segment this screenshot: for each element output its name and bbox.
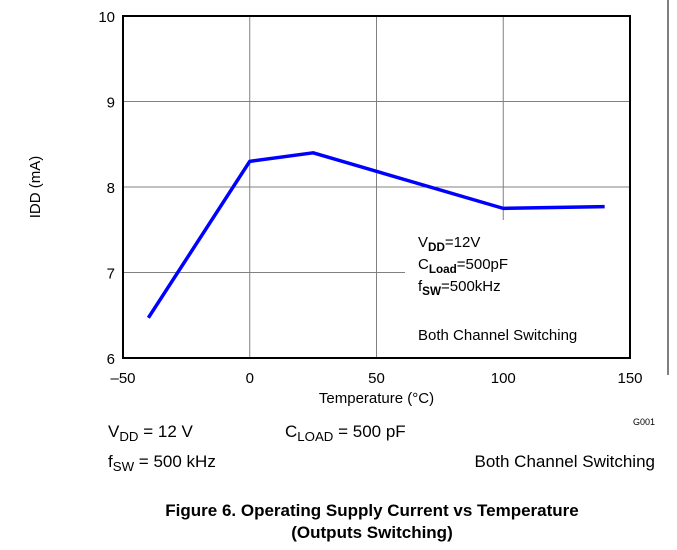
plot-note: CLoad=500pF <box>418 256 508 276</box>
figure-code: G001 <box>633 417 655 427</box>
text-subscript: DD <box>428 241 445 254</box>
text-subscript: SW <box>113 459 135 474</box>
plot-note: fSW=500kHz <box>418 278 501 298</box>
text-rest: = 12 V <box>138 422 193 441</box>
text-rest: =500kHz <box>441 278 501 295</box>
y-axis-label: IDD (mA) <box>27 156 44 219</box>
text-base: C <box>285 422 297 441</box>
plot-note: Both Channel Switching <box>418 327 577 344</box>
x-tick-label: 100 <box>491 370 516 387</box>
text-subscript: Load <box>429 263 457 276</box>
text-base: V <box>108 422 120 441</box>
text-subscript: DD <box>119 429 138 444</box>
y-tick-label: 7 <box>107 266 115 283</box>
note-box <box>405 220 629 357</box>
condition: CLOAD = 500 pF <box>285 422 406 444</box>
text-rest: = 500 pF <box>333 422 405 441</box>
y-tick-label: 9 <box>107 95 115 112</box>
text-base: V <box>418 234 428 251</box>
text-rest: =500pF <box>457 256 508 273</box>
y-tick-label: 8 <box>107 180 115 197</box>
text-rest: =12V <box>445 234 480 251</box>
data-line <box>146 151 605 319</box>
text-rest: = 500 kHz <box>134 452 216 471</box>
x-tick-label: 150 <box>617 370 642 387</box>
condition: VDD = 12 V <box>108 422 193 444</box>
text-base: f <box>418 278 423 295</box>
caption: (Outputs Switching) <box>291 523 452 542</box>
text-subscript: LOAD <box>297 429 333 444</box>
text-base: C <box>418 256 429 273</box>
y-tick-label: 10 <box>98 9 115 26</box>
x-tick-label: 0 <box>246 370 254 387</box>
x-tick-label: 50 <box>368 370 385 387</box>
x-tick-label: –50 <box>110 370 135 387</box>
caption: Figure 6. Operating Supply Current vs Te… <box>165 501 578 520</box>
x-axis-label: Temperature (°C) <box>319 390 434 407</box>
text-subscript: SW <box>422 285 442 298</box>
condition: Both Channel Switching <box>474 452 655 471</box>
y-tick-label: 6 <box>107 351 115 368</box>
plot-frame <box>122 15 631 359</box>
plot-note: VDD=12V <box>418 234 480 254</box>
text-base: f <box>108 452 113 471</box>
condition: fSW = 500 kHz <box>108 452 216 474</box>
